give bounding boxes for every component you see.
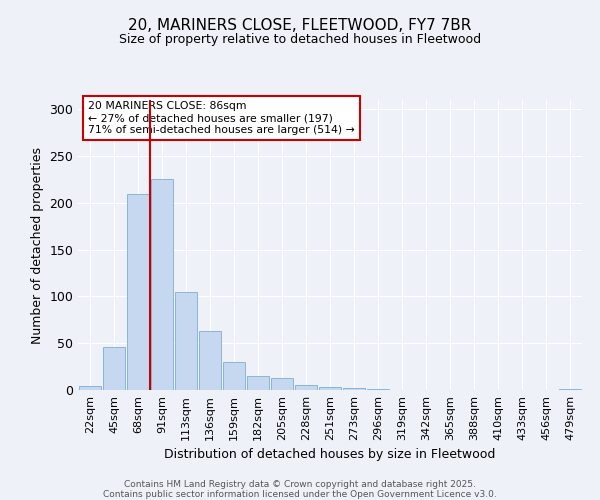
Y-axis label: Number of detached properties: Number of detached properties: [31, 146, 44, 344]
Bar: [247, 376, 269, 390]
Text: Contains HM Land Registry data © Crown copyright and database right 2025.
Contai: Contains HM Land Registry data © Crown c…: [103, 480, 497, 500]
Text: 20, MARINERS CLOSE, FLEETWOOD, FY7 7BR: 20, MARINERS CLOSE, FLEETWOOD, FY7 7BR: [128, 18, 472, 32]
Bar: [223, 362, 245, 390]
Bar: [199, 331, 221, 390]
Bar: [127, 194, 149, 390]
Bar: [79, 386, 101, 390]
Text: Size of property relative to detached houses in Fleetwood: Size of property relative to detached ho…: [119, 32, 481, 46]
Bar: [295, 386, 317, 390]
Bar: [343, 388, 365, 390]
Bar: [319, 387, 341, 390]
Bar: [367, 389, 389, 390]
X-axis label: Distribution of detached houses by size in Fleetwood: Distribution of detached houses by size …: [164, 448, 496, 462]
Text: 20 MARINERS CLOSE: 86sqm
← 27% of detached houses are smaller (197)
71% of semi-: 20 MARINERS CLOSE: 86sqm ← 27% of detach…: [88, 102, 355, 134]
Bar: [175, 292, 197, 390]
Bar: [271, 378, 293, 390]
Bar: [103, 347, 125, 390]
Bar: [559, 389, 581, 390]
Bar: [151, 178, 173, 390]
